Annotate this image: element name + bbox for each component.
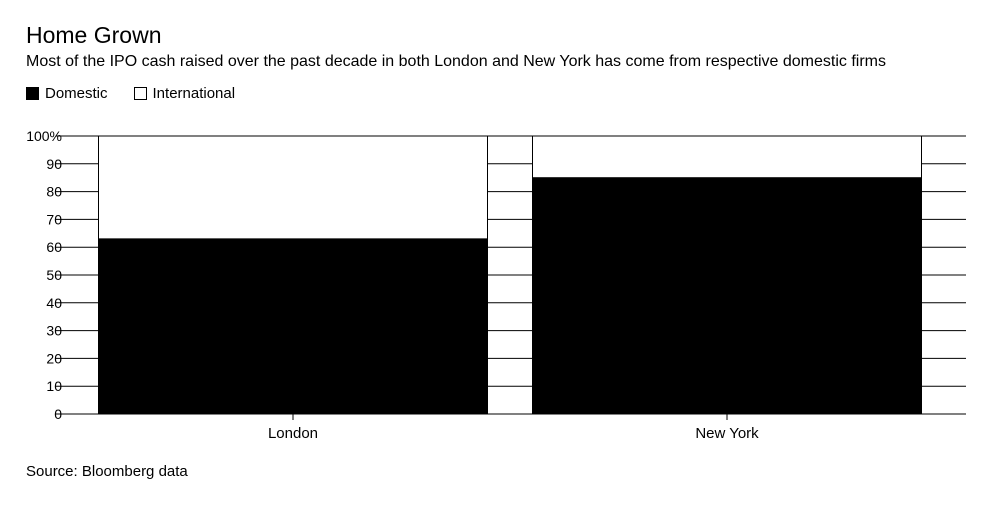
legend-swatch-international — [133, 87, 147, 100]
y-tick-label-60: 60 — [46, 239, 62, 255]
chart-title: Home Grown — [26, 22, 162, 48]
legend-label-international: International — [152, 85, 236, 102]
y-tick-label-100: 100% — [26, 128, 62, 144]
bar-new-york-international — [532, 135, 922, 179]
y-tick-label-30: 30 — [46, 323, 62, 339]
y-tick-label-90: 90 — [46, 156, 62, 172]
bar-new-york-domestic — [532, 177, 922, 415]
bar-london-international — [98, 135, 488, 240]
legend: Domestic International — [26, 85, 261, 102]
legend-swatch-domestic — [26, 87, 39, 100]
y-tick-label-0: 0 — [54, 406, 62, 422]
y-tick-label-40: 40 — [46, 295, 62, 311]
x-tick-label-new-york: New York — [695, 425, 759, 442]
source-note: Source: Bloomberg data — [26, 463, 188, 480]
bar-london-domestic — [98, 238, 488, 415]
legend-item-domestic: Domestic — [26, 85, 108, 102]
legend-item-international: International — [133, 85, 236, 102]
y-tick-label-80: 80 — [46, 184, 62, 200]
y-tick-label-50: 50 — [46, 267, 62, 283]
y-tick-label-70: 70 — [46, 211, 62, 227]
chart-subtitle: Most of the IPO cash raised over the pas… — [26, 53, 886, 70]
y-tick-label-10: 10 — [46, 378, 62, 394]
legend-label-domestic: Domestic — [45, 85, 108, 102]
y-tick-label-20: 20 — [46, 350, 62, 366]
x-tick-label-london: London — [268, 425, 318, 442]
